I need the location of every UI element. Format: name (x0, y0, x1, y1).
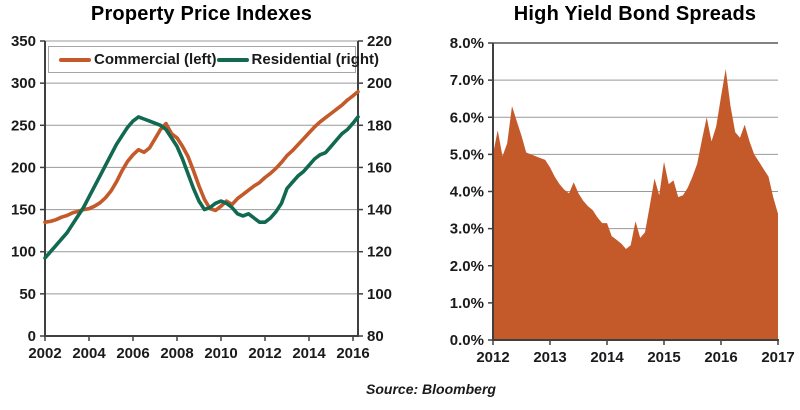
commercial-series-line (43, 89, 360, 224)
svg-text:200: 200 (11, 159, 36, 176)
svg-text:2006: 2006 (116, 345, 149, 362)
svg-text:180: 180 (367, 117, 392, 134)
svg-text:3.0%: 3.0% (450, 221, 484, 238)
left-axis-tick-labels: 350 300 250 200 150 100 50 0 (11, 33, 45, 345)
high-yield-chart-title: High Yield Bond Spreads (513, 3, 757, 25)
svg-text:2014: 2014 (590, 349, 624, 366)
svg-text:2016: 2016 (704, 349, 737, 366)
source-note: Source: Bloomberg (366, 381, 496, 397)
svg-text:2013: 2013 (533, 349, 566, 366)
property-price-chart-title: Property Price Indexes (90, 3, 313, 25)
property-price-plot: 350 300 250 200 150 100 50 0 220 200 180 160 140 120 1… (11, 33, 392, 362)
svg-text:250: 250 (11, 117, 36, 134)
svg-text:8.0%: 8.0% (450, 35, 484, 52)
residential-series-line (43, 115, 360, 260)
svg-text:150: 150 (11, 202, 36, 219)
legend-box: Commercial (left) Residential (right) (48, 46, 379, 73)
svg-text:140: 140 (367, 202, 392, 219)
svg-text:0: 0 (28, 328, 36, 345)
svg-text:2.0%: 2.0% (450, 258, 484, 275)
svg-text:2017: 2017 (761, 349, 794, 366)
legend-label-commercial: Commercial (left) (94, 51, 217, 68)
svg-text:6.0%: 6.0% (450, 109, 484, 126)
svg-text:2015: 2015 (647, 349, 680, 366)
right-axis-tick-labels: 220 200 180 160 140 120 100 80 (358, 33, 392, 345)
svg-text:120: 120 (367, 244, 392, 261)
svg-text:80: 80 (367, 328, 384, 345)
commercial-line-swatch (59, 57, 91, 62)
svg-text:200: 200 (367, 75, 392, 92)
svg-text:2012: 2012 (476, 349, 509, 366)
svg-text:300: 300 (11, 75, 36, 92)
legend-item-residential: Residential (right) (216, 51, 380, 68)
svg-text:2014: 2014 (292, 345, 326, 362)
hy-spread-area (493, 69, 778, 340)
svg-text:5.0%: 5.0% (450, 146, 484, 163)
svg-text:4.0%: 4.0% (450, 184, 484, 201)
legend-item-commercial: Commercial (left) (59, 51, 217, 68)
x-axis-tick-labels: 2012 2013 2014 2015 2016 2017 (476, 340, 795, 366)
x-axis-tick-labels: 2002 2004 2006 2008 2010 2012 2014 2016 (28, 336, 370, 362)
svg-text:7.0%: 7.0% (450, 72, 484, 89)
svg-text:2008: 2008 (160, 345, 193, 362)
svg-text:1.0%: 1.0% (450, 295, 484, 312)
high-yield-plot: 8.0% 7.0% 6.0% 5.0% 4.0% 3.0% 2.0% 1.0% 0.0%2012… (450, 35, 795, 366)
svg-text:2012: 2012 (248, 345, 281, 362)
svg-text:100: 100 (367, 286, 392, 303)
svg-text:220: 220 (367, 33, 392, 50)
svg-text:350: 350 (11, 33, 36, 50)
svg-text:0.0%: 0.0% (450, 332, 484, 349)
residential-line-swatch (216, 57, 249, 62)
svg-text:2004: 2004 (72, 345, 106, 362)
svg-text:50: 50 (19, 286, 36, 303)
legend-label-residential: Residential (right) (251, 51, 380, 68)
svg-text:100: 100 (11, 244, 36, 261)
y-gridlines (45, 40, 358, 295)
svg-text:160: 160 (367, 159, 392, 176)
svg-text:2002: 2002 (28, 345, 61, 362)
svg-text:2016: 2016 (336, 345, 369, 362)
y-axis-tick-labels: 8.0% 7.0% 6.0% 5.0% 4.0% 3.0% 2.0% 1.0% 0.0% (450, 35, 493, 349)
svg-text:2010: 2010 (204, 345, 237, 362)
